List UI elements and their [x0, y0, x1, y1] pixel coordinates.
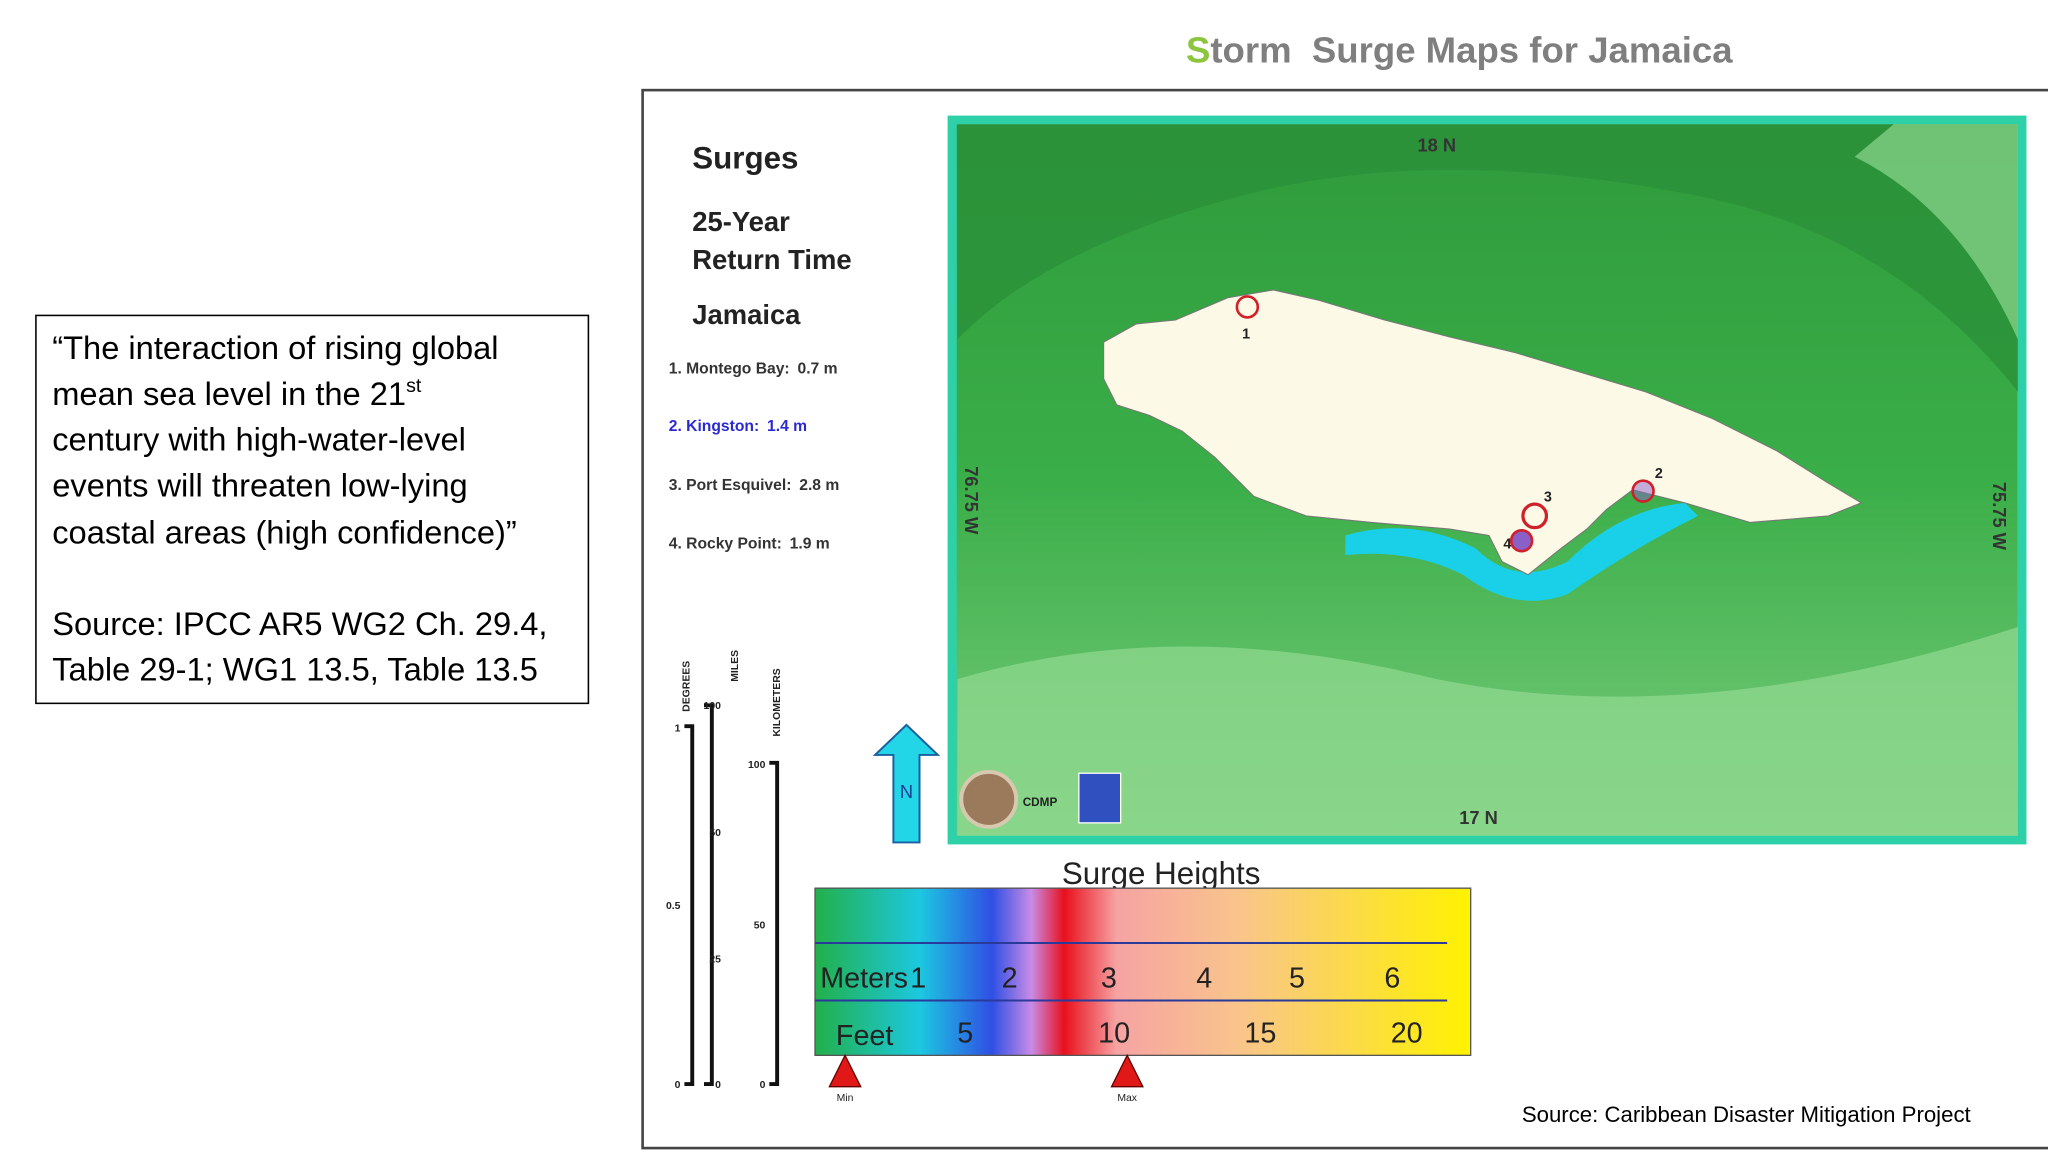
site-label: 3. Port Esquivel: [669, 477, 792, 494]
quote-superscript: st [406, 375, 422, 397]
legend-tick: 2 [1002, 962, 1018, 994]
legend-tick: 1 [910, 962, 926, 994]
lat-label: 17 N [1459, 807, 1498, 828]
site-list: 1. Montego Bay: 0.7 m 2. Kingston: 1.4 m 3… [669, 361, 840, 553]
logo-badge [1078, 772, 1122, 824]
scale-bar [704, 703, 714, 1087]
legend-tick: 15 [1244, 1017, 1276, 1049]
site-value: 1.4 m [767, 418, 807, 435]
map-source: Source: Caribbean Disaster Mitigation Pr… [1522, 1102, 1971, 1127]
scale-unit: KILOMETERS [772, 668, 783, 736]
legend-tick: 3 [1101, 962, 1117, 994]
scale-tick: 50 [709, 828, 721, 839]
quote-box [35, 314, 590, 705]
scale-unit: DEGREES [682, 661, 693, 712]
site-label: 2. Kingston: [669, 418, 759, 435]
scale-bar [684, 724, 695, 1087]
site-value: 2.8 m [799, 477, 839, 494]
site-label: 1. Montego Bay: [669, 361, 790, 378]
legend-tick: 6 [1384, 962, 1400, 994]
site-marker [1631, 479, 1655, 503]
quote-source: Source: IPCC AR5 WG2 Ch. 29.4, [52, 605, 547, 642]
quote-line: coastal areas (high confidence)” [52, 513, 516, 550]
marker-label: 3 [1544, 490, 1552, 506]
shallow-water [957, 626, 2018, 836]
min-marker [828, 1053, 862, 1088]
deep-water [957, 124, 2018, 392]
quote-text: mean sea level in the 21 [52, 375, 406, 412]
legend-tick: 4 [1196, 962, 1212, 994]
site-value: 1.9 m [790, 536, 830, 553]
marker-label: 1 [1242, 326, 1250, 342]
marker-label: 4 [1503, 537, 1511, 553]
logo-seal [959, 769, 1019, 829]
quote-source: Table 29-1; WG1 13.5, Table 13.5 [52, 650, 538, 687]
scale-tick: 1 [675, 723, 681, 734]
legend-unit: Feet [836, 1020, 893, 1052]
scale-tick: 100 [704, 701, 722, 712]
surge-zone [1345, 502, 1698, 601]
site-label: 4. Rocky Point: [669, 536, 782, 553]
north-label: N [900, 781, 913, 802]
site: 2. Kingston: 1.4 m [669, 418, 807, 435]
site-marker [1235, 295, 1260, 319]
title: Storm Surge Maps for Jamaica [1186, 30, 1733, 71]
legend-tick: 20 [1391, 1017, 1423, 1049]
quote-line: events will threaten low-lying [52, 466, 467, 503]
legend-title: Surge Heights [1062, 856, 1261, 891]
title-rest: torm Surge Maps for Jamaica [1210, 30, 1733, 71]
map-subtitle: 25-Year [692, 206, 790, 237]
lon-label: 76.75 W [961, 466, 982, 535]
max-label: Max [1117, 1093, 1137, 1104]
map: 1 2 3 4 18 N 17 N 76.75 W 75.75 W CDMP [947, 115, 2027, 845]
north-arrow [872, 723, 941, 844]
site-marker [1521, 502, 1549, 530]
legend-tick: 10 [1098, 1017, 1130, 1049]
scale-tick: 50 [754, 921, 766, 932]
map-subtitle: Return Time [692, 244, 851, 275]
scale-tick: 0 [675, 1080, 681, 1091]
legend-bar [814, 887, 1472, 1056]
legend-tick: 5 [957, 1017, 973, 1049]
scale-tick: 100 [748, 760, 766, 771]
quote-line: mean sea level in the 21st [52, 375, 422, 412]
site: 4. Rocky Point: 1.9 m [669, 536, 830, 553]
legend-tick: 5 [1289, 962, 1305, 994]
max-marker [1110, 1053, 1144, 1088]
site-marker [1509, 528, 1534, 553]
scale-tick: 0.5 [666, 901, 681, 912]
jamaica-island [1103, 289, 1863, 576]
site: 3. Port Esquivel: 2.8 m [669, 477, 840, 494]
shallow-water [1854, 124, 2018, 340]
scale-tick: 25 [709, 955, 721, 966]
quote-line: “The interaction of rising global [52, 329, 498, 366]
logo-text: CDMP [1023, 796, 1058, 809]
site: 1. Montego Bay: 0.7 m [669, 361, 838, 378]
lon-label: 75.75 W [1989, 482, 2010, 551]
title-initial: S [1186, 30, 1210, 71]
scale-bar [769, 760, 780, 1087]
map-heading: Surges [692, 140, 798, 175]
lat-label: 18 N [1417, 135, 1456, 156]
scale-unit: MILES [730, 650, 741, 682]
min-label: Min [837, 1093, 854, 1104]
map-region: Jamaica [692, 299, 801, 330]
site-value: 0.7 m [797, 361, 837, 378]
marker-label: 2 [1655, 466, 1663, 482]
legend-unit: Meters [820, 962, 908, 994]
scale-tick: 0 [760, 1080, 766, 1091]
scale-tick: 0 [715, 1080, 721, 1091]
quote-line: century with high-water-level [52, 421, 466, 458]
scale-bars [684, 703, 780, 1087]
